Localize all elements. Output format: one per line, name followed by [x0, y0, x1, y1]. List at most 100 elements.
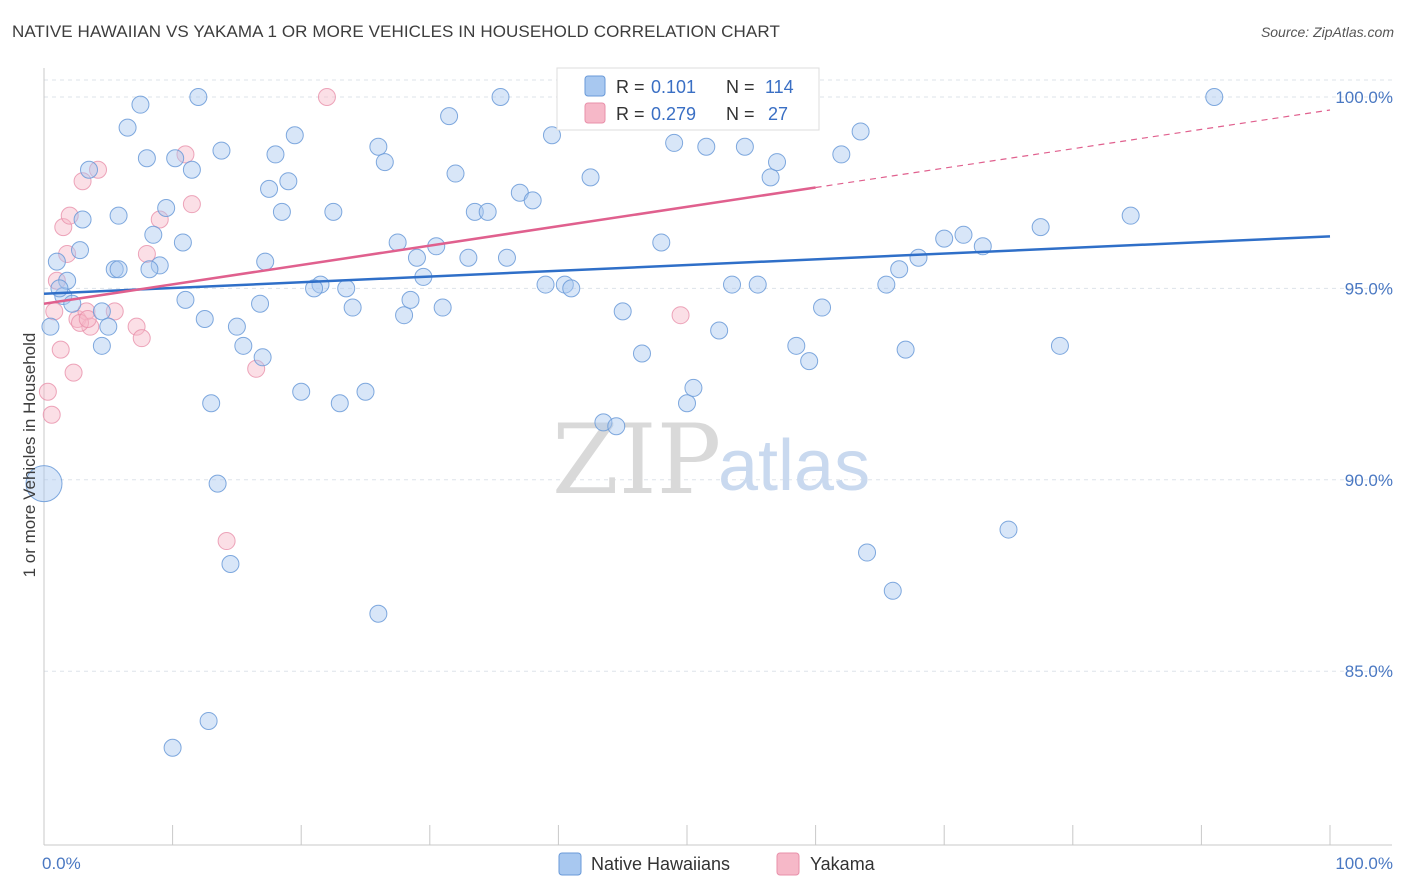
native-hawaiians-point — [330, 394, 349, 413]
yakama-point — [38, 382, 57, 401]
legend-yakama-swatch — [776, 852, 800, 876]
y-axis-label: 1 or more Vehicles in Household — [20, 333, 39, 578]
legend-swatch-blue — [584, 75, 606, 97]
native-hawaiians-point — [80, 160, 99, 179]
native-hawaiians-point — [324, 202, 343, 221]
native-hawaiians-point — [446, 164, 465, 183]
yakama-point — [127, 317, 146, 336]
native-hawaiians-point — [613, 302, 632, 321]
native-hawaiians-point — [272, 202, 291, 221]
legend-r-value-2: 0.279 — [651, 104, 696, 124]
native-hawaiians-point — [748, 275, 767, 294]
native-hawaiians-point — [58, 271, 77, 290]
yakama-point — [73, 172, 92, 191]
legend-n-value-1: 114 — [765, 77, 794, 97]
legend-n-label-1: N = — [726, 77, 755, 97]
native-hawaiians-point — [542, 126, 561, 145]
yakama-point — [78, 310, 97, 329]
native-hawaiians-point — [279, 172, 298, 191]
x-tick-label-min: 0.0% — [42, 854, 81, 873]
native-hawaiians-point — [632, 344, 651, 363]
native-hawaiians-point — [710, 321, 729, 340]
yakama-point — [150, 210, 169, 229]
legend-swatch-pink — [584, 102, 606, 124]
watermark-atlas: atlas — [718, 426, 870, 506]
native-hawaiians-point — [697, 137, 716, 156]
native-hawaiians-trendline — [43, 235, 1331, 296]
native-hawaiians-point — [665, 133, 684, 152]
series-legend: Native Hawaiians Yakama — [558, 852, 876, 876]
native-hawaiians-point — [652, 233, 671, 252]
yakama-point — [64, 363, 83, 382]
native-hawaiians-point — [735, 137, 754, 156]
native-hawaiians-point — [497, 248, 516, 267]
native-hawaiians-point — [195, 310, 214, 329]
native-hawaiians-point — [157, 199, 176, 218]
y-tick-label: 90.0% — [1345, 471, 1393, 490]
native-hawaiians-point — [761, 168, 780, 187]
yakama-point — [51, 340, 70, 359]
native-hawaiians-point — [433, 298, 452, 317]
native-hawaiians-points — [25, 88, 1224, 757]
native-hawaiians-point — [1031, 218, 1050, 237]
native-hawaiians-point — [163, 738, 182, 757]
native-hawaiians-point — [337, 279, 356, 298]
native-hawaiians-point — [137, 149, 156, 168]
native-hawaiians-point — [256, 252, 275, 271]
x-tick-label-max: 100.0% — [1335, 854, 1393, 873]
native-hawaiians-point — [199, 711, 218, 730]
native-hawaiians-point — [109, 260, 128, 279]
native-hawaiians-point — [890, 260, 909, 279]
native-hawaiians-point — [305, 279, 324, 298]
yakama-point — [77, 302, 96, 321]
native-hawaiians-point — [131, 95, 150, 114]
watermark-zip: ZIP — [552, 404, 721, 516]
native-hawaiians-point — [92, 302, 111, 321]
yakama-point — [45, 302, 64, 321]
native-hawaiians-point — [356, 382, 375, 401]
native-hawaiians-point — [678, 394, 696, 413]
native-hawaiians-point — [150, 256, 169, 275]
native-hawaiians-point — [202, 394, 221, 413]
yakama-point — [89, 160, 108, 179]
native-hawaiians-point — [105, 260, 124, 279]
yakama-point — [54, 218, 73, 237]
yakama-point — [42, 405, 61, 424]
native-hawaiians-point — [851, 122, 870, 141]
yakama-point — [671, 306, 690, 325]
native-hawaiians-point — [176, 290, 195, 309]
legend-n-label-2: N = — [726, 104, 755, 124]
native-hawaiians-point — [607, 417, 626, 436]
native-hawaiians-point — [407, 248, 426, 267]
yakama-point — [217, 532, 236, 551]
legend-native-hawaiians-label: Native Hawaiians — [591, 854, 730, 874]
native-hawaiians-point — [465, 202, 484, 221]
native-hawaiians-point — [478, 202, 497, 221]
x-tick-labels: 0.0% 100.0% — [42, 854, 1393, 873]
yakama-point — [137, 244, 156, 263]
native-hawaiians-point — [1121, 206, 1140, 225]
native-hawaiians-point — [343, 298, 362, 317]
native-hawaiians-point — [954, 225, 973, 244]
chart-title: NATIVE HAWAIIAN VS YAKAMA 1 OR MORE VEHI… — [12, 22, 780, 41]
native-hawaiians-point — [684, 378, 703, 397]
native-hawaiians-point — [118, 118, 137, 137]
native-hawaiians-point — [523, 191, 542, 210]
native-hawaiians-point — [41, 317, 60, 336]
native-hawaiians-point — [1205, 88, 1224, 106]
native-hawaiians-point — [234, 336, 253, 355]
legend-n-value-2: 27 — [768, 104, 788, 124]
native-hawaiians-point — [813, 298, 832, 317]
native-hawaiians-point — [562, 279, 581, 298]
native-hawaiians-point — [73, 210, 92, 229]
native-hawaiians-point — [182, 160, 201, 179]
yakama-trendline-extension — [815, 109, 1331, 189]
yakama-point — [247, 359, 266, 378]
native-hawaiians-point — [369, 137, 388, 156]
native-hawaiians-point — [787, 336, 806, 355]
y-tick-labels: 85.0% 90.0% 95.0% 100.0% — [1335, 88, 1393, 681]
legend-native-hawaiians-swatch — [558, 852, 582, 876]
native-hawaiians-point — [935, 229, 954, 248]
legend-r-label-1: R = — [616, 77, 645, 97]
native-hawaiians-point — [375, 153, 394, 172]
